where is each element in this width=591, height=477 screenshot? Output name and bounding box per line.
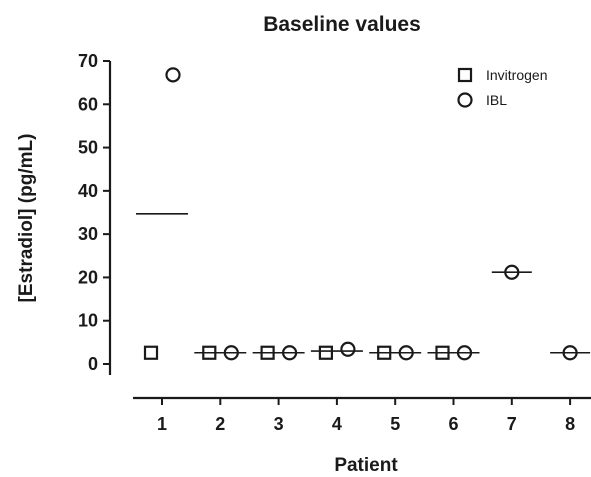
legend: Invitrogen IBL <box>457 67 547 108</box>
x-tick-label: 1 <box>157 414 167 434</box>
data-marks <box>136 67 591 361</box>
ibl-point <box>223 345 239 361</box>
x-tick-label: 7 <box>507 414 517 434</box>
invitrogen-point <box>143 345 159 360</box>
x-tick-label: 5 <box>390 414 400 434</box>
x-tick-label: 6 <box>448 414 458 434</box>
invitrogen-point <box>260 345 275 360</box>
ibl-point <box>456 345 473 361</box>
y-tick-label: 70 <box>78 51 98 71</box>
ibl-point <box>504 264 520 280</box>
legend-label: IBL <box>486 92 507 108</box>
ibl-point <box>165 67 181 83</box>
y-tick-label: 30 <box>78 224 98 244</box>
y-axis: 0 10 20 30 40 50 60 70 <box>78 51 112 375</box>
y-tick-label: 0 <box>88 354 98 374</box>
invitrogen-point <box>202 345 217 360</box>
y-axis-label: [Estradiol] (pg/mL) <box>16 134 37 303</box>
x-tick-label: 8 <box>565 414 575 434</box>
legend-label: Invitrogen <box>486 67 547 83</box>
chart-title: Baseline values <box>263 13 421 36</box>
x-axis: 1 2 3 4 5 6 7 8 <box>133 396 591 434</box>
y-tick-label: 20 <box>78 267 98 287</box>
y-tick-label: 50 <box>78 138 98 158</box>
x-axis-label: Patient <box>334 455 398 476</box>
x-tick-label: 2 <box>215 414 225 434</box>
invitrogen-point <box>435 345 450 360</box>
ibl-point <box>562 345 578 361</box>
invitrogen-point <box>318 345 333 360</box>
y-tick-label: 10 <box>78 311 98 331</box>
legend-circle-icon <box>457 92 473 108</box>
legend-square-icon <box>457 67 473 83</box>
y-tick-label: 40 <box>78 181 98 201</box>
x-tick-label: 4 <box>332 414 342 434</box>
x-tick-label: 3 <box>274 414 284 434</box>
invitrogen-point <box>377 345 392 360</box>
y-tick-label: 60 <box>78 94 98 114</box>
ibl-point <box>282 345 298 361</box>
ibl-point <box>340 341 356 357</box>
ibl-point <box>398 345 414 361</box>
